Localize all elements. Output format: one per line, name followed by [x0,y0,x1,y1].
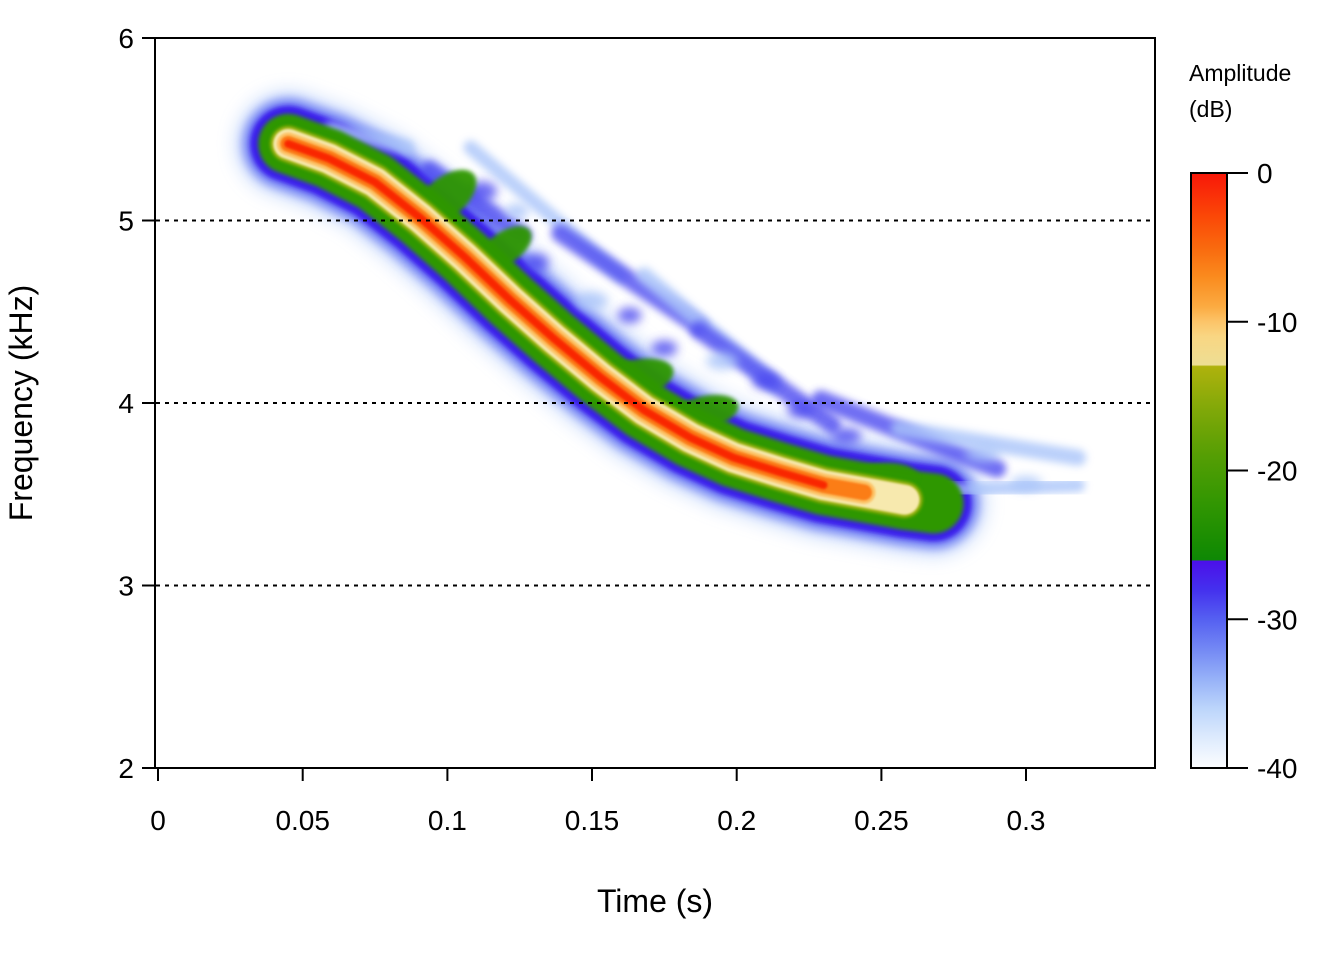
echo-streak [932,478,1086,498]
echo-blob [752,373,779,390]
echo-blob [651,340,678,357]
spectrogram-plot-area [155,38,1155,768]
y-tick-label: 6 [118,23,134,54]
colorbar-tick-label: 0 [1257,158,1273,189]
echo-streak [323,121,415,156]
echo-blob [1010,476,1042,491]
x-tick-label: 0.3 [1007,805,1046,836]
echo-blob [504,203,529,220]
colorbar-tick-label: -40 [1257,753,1297,784]
x-tick-label: 0.2 [717,805,756,836]
x-tick-label: 0.25 [854,805,909,836]
y-axis-title: Frequency (kHz) [3,285,39,522]
echo-streak [890,420,1087,466]
colorbar-tick-label: -10 [1257,307,1297,338]
echo-blob [617,307,642,324]
echo-blob [576,291,608,310]
colorbar-tick-label: -20 [1257,456,1297,487]
colorbar-tick-label: -30 [1257,604,1297,635]
echo-blob [964,446,1001,463]
y-tick-label: 4 [118,388,134,419]
y-tick-label: 3 [118,571,134,602]
x-tick-label: 0 [150,805,166,836]
x-axis-title: Time (s) [597,883,713,919]
echo-blob [787,402,814,419]
legend-title-line2: (dB) [1189,96,1232,122]
y-tick-label: 5 [118,206,134,237]
x-tick-label: 0.05 [275,805,330,836]
chirp-core-red [284,139,828,490]
y-tick-label: 2 [118,753,134,784]
x-tick-label: 0.15 [565,805,620,836]
echo-blob [831,427,862,444]
echo-blob [706,352,739,370]
x-tick-label: 0.1 [428,805,467,836]
legend-title-line1: Amplitude [1189,60,1291,86]
colorbar-gradient [1191,173,1227,768]
echo-blob [525,253,549,272]
